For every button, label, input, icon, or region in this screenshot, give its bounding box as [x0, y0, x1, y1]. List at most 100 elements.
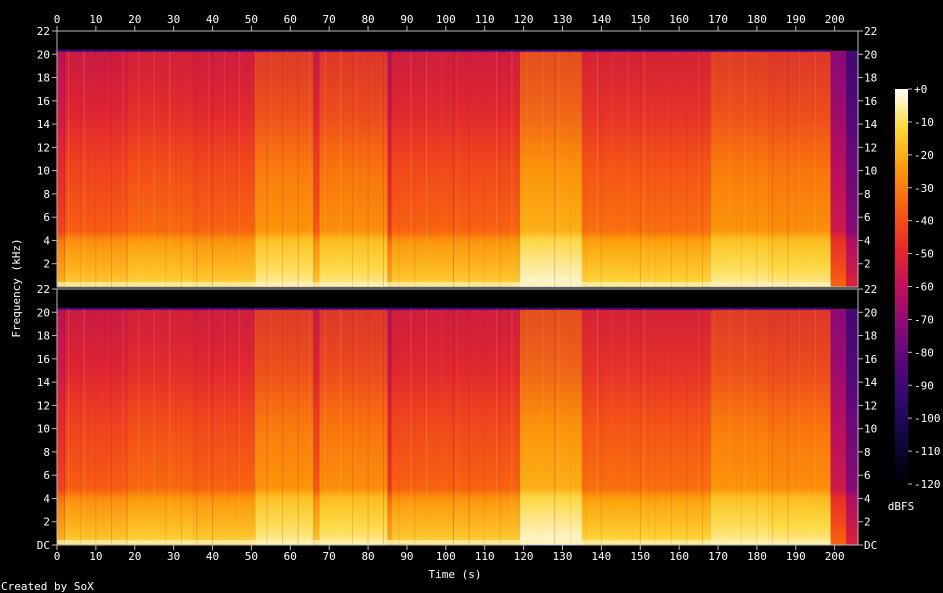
- y-tick-label-left: 4: [43, 234, 50, 247]
- y-axis-label: Frequency (kHz): [10, 238, 23, 337]
- colorbar-tick-label: -80: [914, 346, 934, 359]
- dc-band: [57, 540, 831, 544]
- x-tick-label-bottom: 90: [400, 550, 413, 563]
- x-tick-label-bottom: 100: [436, 550, 456, 563]
- x-tick-label-top: 30: [167, 13, 180, 26]
- y-tick-label-left: DC: [37, 539, 50, 552]
- cutoff-edge: [57, 49, 831, 52]
- segment-cell: [830, 50, 847, 288]
- x-tick-label-bottom: 110: [475, 550, 495, 563]
- colorbar-tick-label: -50: [914, 248, 934, 261]
- y-tick-label-left: 12: [37, 141, 50, 154]
- x-tick-label-bottom: 70: [323, 550, 336, 563]
- y-tick-label-right: DC: [864, 539, 877, 552]
- x-tick-label-top: 170: [708, 13, 728, 26]
- y-tick-label-right: 16: [864, 353, 877, 366]
- x-tick-label-top: 190: [786, 13, 806, 26]
- colorbar-tick-label: -90: [914, 379, 934, 392]
- colorbar-tick-label: -10: [914, 116, 934, 129]
- y-tick-label-left: 16: [37, 353, 50, 366]
- y-tick-label-right: 10: [864, 423, 877, 436]
- colorbar-tick-label: +0: [914, 83, 927, 96]
- colorbar: +0 -10 -20 -30 -40 -50 -60 -70 -80 -90 -100 -110 -12…: [888, 83, 941, 513]
- x-tick-label-bottom: 160: [669, 550, 689, 563]
- channel-panels: [57, 31, 858, 545]
- x-tick-label-top: 180: [747, 13, 767, 26]
- colorbar-tick-label: -60: [914, 281, 934, 294]
- x-tick-label-bottom: 60: [284, 550, 297, 563]
- colorbar-ticks: +0 -10 -20 -30 -40 -50 -60 -70 -80 -90 -100 -110 -12…: [908, 83, 941, 491]
- y-tick-label-right: 8: [864, 446, 871, 459]
- y-tick-label-left: 12: [37, 399, 50, 412]
- y-tick-label-right: 20: [864, 48, 877, 61]
- y-tick-label-right: 12: [864, 141, 877, 154]
- y-tick-label-left: 8: [43, 446, 50, 459]
- x-tick-label-top: 70: [323, 13, 336, 26]
- segment-cell: [846, 50, 858, 288]
- x-tick-label-bottom: 30: [167, 550, 180, 563]
- colorbar-tick-label: -70: [914, 313, 934, 326]
- y-tick-label-left: 6: [43, 211, 50, 224]
- y-tick-label-right: 16: [864, 95, 877, 108]
- y-tick-label-right: 2: [864, 516, 871, 529]
- y-tick-label-right: 12: [864, 399, 877, 412]
- colorbar-tick-label: -40: [914, 215, 934, 228]
- frequency-overlay: [57, 308, 831, 545]
- segment-cell: [830, 308, 847, 545]
- y-tick-label-right: 14: [864, 118, 878, 131]
- x-tick-label-top: 150: [630, 13, 650, 26]
- colorbar-label: dBFS: [888, 500, 915, 513]
- y-tick-label-right: 8: [864, 188, 871, 201]
- x-tick-label-top: 110: [475, 13, 495, 26]
- x-tick-label-bottom: 190: [786, 550, 806, 563]
- x-tick-label-bottom: 170: [708, 550, 728, 563]
- y-tick-label-right: 6: [864, 469, 871, 482]
- x-tick-label-top: 140: [591, 13, 611, 26]
- y-tick-label-left: 2: [43, 258, 50, 271]
- x-tick-label-top: 60: [284, 13, 297, 26]
- y-tick-label-left: 22: [37, 283, 50, 296]
- cutoff-edge: [57, 307, 831, 310]
- x-tick-label-top: 100: [436, 13, 456, 26]
- y-tick-label-left: 14: [37, 118, 51, 131]
- x-tick-label-bottom: 180: [747, 550, 767, 563]
- colorbar-tick-label: -120: [914, 478, 941, 491]
- colorbar-tick-label: -110: [914, 445, 941, 458]
- y-tick-label-left: 20: [37, 306, 50, 319]
- x-tick-label-bottom: 20: [128, 550, 141, 563]
- y-tick-label-left: 14: [37, 376, 51, 389]
- x-tick-label-top: 10: [89, 13, 102, 26]
- y-tick-label-left: 18: [37, 72, 50, 85]
- x-tick-label-bottom: 150: [630, 550, 650, 563]
- x-tick-label-top: 160: [669, 13, 689, 26]
- y-tick-label-left: 8: [43, 188, 50, 201]
- y-tick-label-right: 22: [864, 25, 877, 38]
- x-tick-label-bottom: 40: [206, 550, 219, 563]
- frequency-overlay: [57, 50, 831, 288]
- x-tick-label-bottom: 50: [245, 550, 258, 563]
- x-tick-label-bottom: 80: [361, 550, 374, 563]
- y-tick-label-right: 2: [864, 258, 871, 271]
- y-tick-label-left: 2: [43, 516, 50, 529]
- y-tick-label-left: 4: [43, 492, 50, 505]
- y-tick-label-left: 6: [43, 469, 50, 482]
- x-tick-label-bottom: 120: [514, 550, 534, 563]
- y-tick-label-right: 4: [864, 492, 871, 505]
- x-tick-label-top: 80: [361, 13, 374, 26]
- x-tick-label-top: 200: [825, 13, 845, 26]
- colorbar-gradient: [895, 89, 908, 484]
- panel-frame: [56, 288, 859, 546]
- x-tick-label-top: 20: [128, 13, 141, 26]
- x-tick-label-bottom: 10: [89, 550, 102, 563]
- axes: 0 0 10 10 20 20 30 30 40 40 50 50 60 60 70 70 80 80 90 90 10…: [37, 13, 878, 563]
- dc-band: [57, 282, 831, 286]
- x-tick-label-bottom: 0: [54, 550, 61, 563]
- panel-frame: [56, 30, 859, 288]
- y-tick-label-left: 20: [37, 48, 50, 61]
- colorbar-tick-label: -20: [914, 149, 934, 162]
- y-tick-label-right: 14: [864, 376, 878, 389]
- y-tick-label-right: 6: [864, 211, 871, 224]
- y-tick-label-left: 10: [37, 165, 50, 178]
- y-tick-label-right: 20: [864, 306, 877, 319]
- y-tick-label-left: 22: [37, 25, 50, 38]
